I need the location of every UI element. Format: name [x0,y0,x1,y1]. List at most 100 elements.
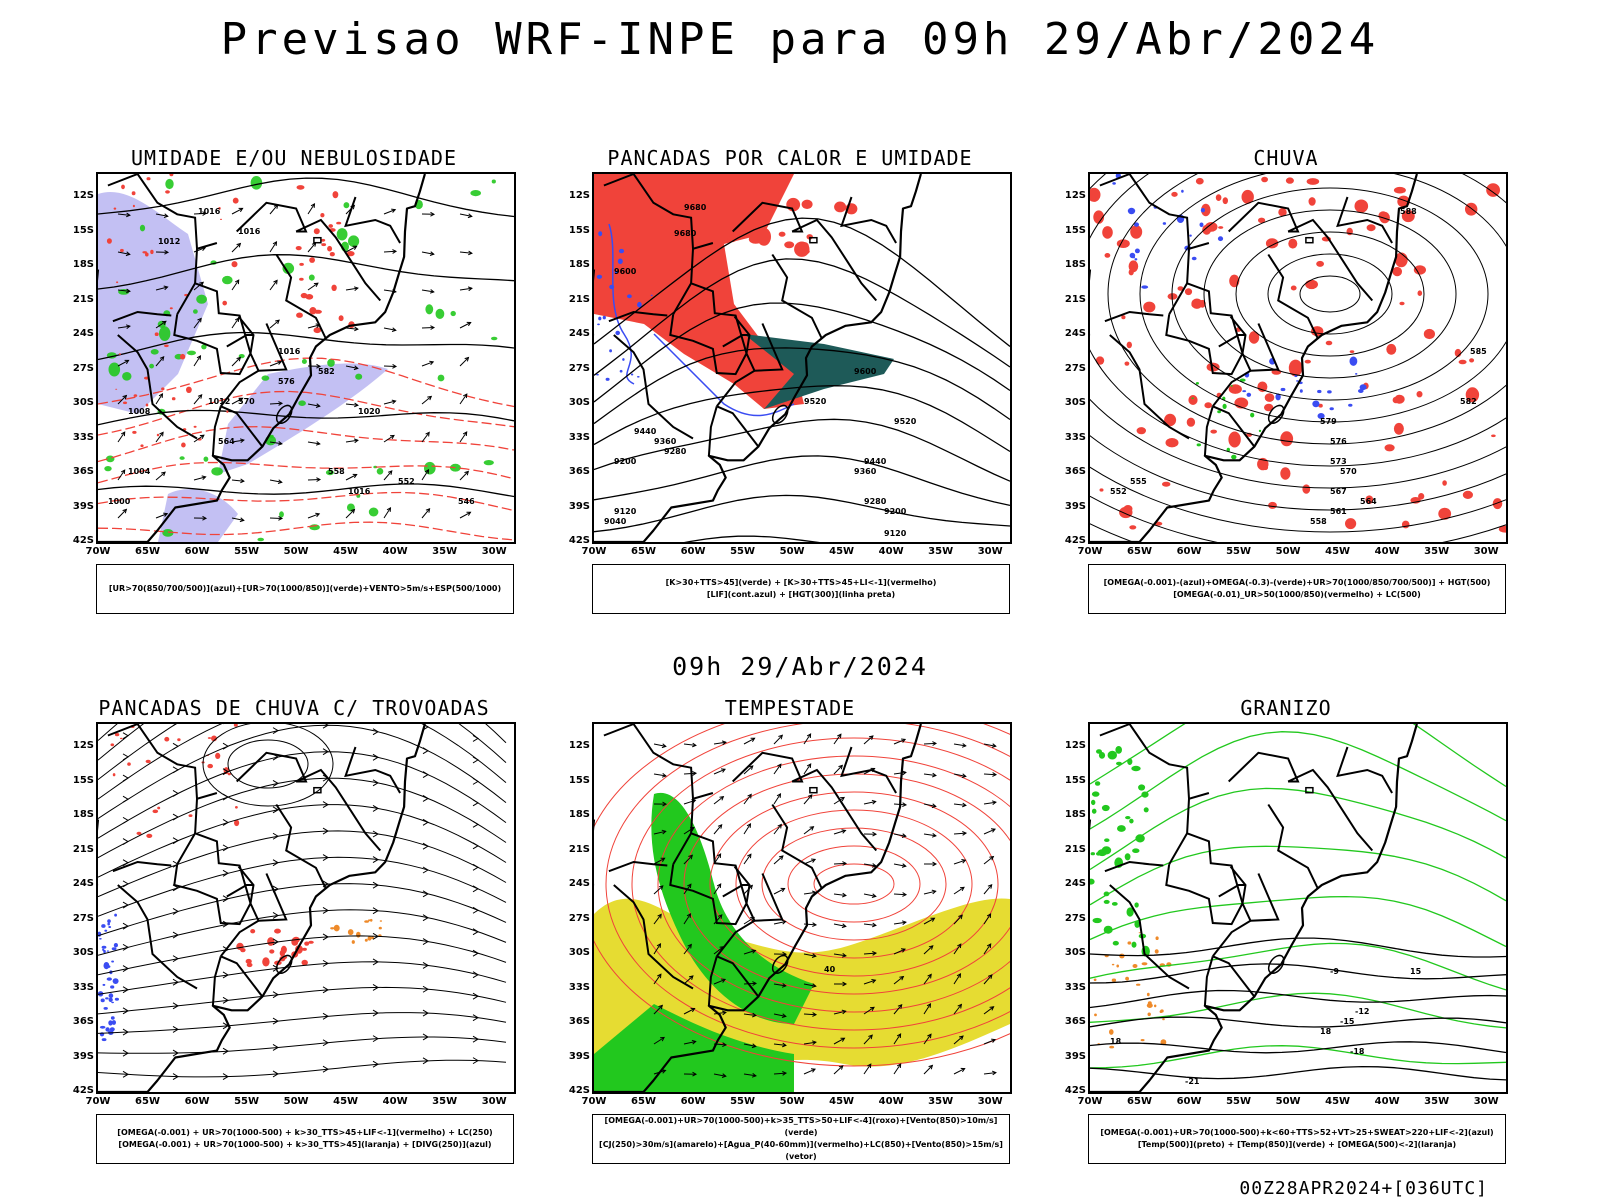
panel-title: PANCADAS POR CALOR E UMIDADE [607,146,973,170]
latitude-tick-label: 15S [568,774,590,786]
temp850-contours [1090,746,1150,957]
longitude-tick-label: 70W [1077,546,1103,557]
latitude-tick-label: 21S [72,843,94,855]
contour-label: -21 [1185,1077,1200,1086]
longitude-tick-label: 55W [730,546,756,557]
panel-title: UMIDADE E/OU NEBULOSIDADE [130,146,458,170]
longitude-tick-label: 60W [680,546,706,557]
contour-label: 9520 [804,397,827,406]
longitude-tick-label: 30W [481,546,507,557]
latitude-tick-label: 39S [568,500,590,512]
longitude-tick-label: 70W [85,1096,111,1107]
contour-label: -9 [1330,967,1339,976]
contour-label: 9440 [864,457,887,466]
latitude-tick-label: 15S [1064,224,1086,236]
latitude-tick-label: 30S [568,397,590,408]
panel-legend: [UR>70(850/700/500)](azul)+[UR>70(1000/8… [96,564,514,614]
latitude-tick-label: 39S [72,1050,94,1062]
latitude-tick-label: 30S [1064,947,1086,958]
latitude-tick-label: 27S [1064,912,1086,924]
hgt300-contours [594,217,1010,542]
latitude-tick-label: 12S [72,190,94,201]
longitude-tick-label: 55W [730,1096,756,1107]
latitude-tick-label: 33S [568,981,590,993]
latitude-tick-label: 21S [568,293,590,305]
panel-legend: [OMEGA(-0.001)+UR>70(1000-500)+k>35_TTS>… [592,1114,1010,1164]
panel-title: GRANIZO [1240,696,1332,720]
map-area: 40 [592,722,1012,1094]
latitude-tick-label: 30S [72,947,94,958]
latitude-tick-label: 33S [72,981,94,993]
legend-line: [OMEGA(-0.001) + UR>70(1000-500) + k>30_… [117,1128,493,1137]
longitude-tick-label: 40W [1374,1096,1400,1107]
lif-contour-blue [608,223,635,385]
map-area: 9680 9680 9600 9520 9440 9360 9280 9200 9120 9040… [592,172,1012,544]
contour-label: 552 [1110,487,1127,496]
contour-label: 9280 [864,497,887,506]
longitude-tick-label: 50W [1275,1096,1301,1107]
contour-label: 9200 [884,507,907,516]
pressure-contours [98,177,514,498]
latitude-tick-label: 39S [72,500,94,512]
hgt500-contours [1090,174,1506,542]
longitude-tick-label: 40W [382,1096,408,1107]
longitude-tick-label: 65W [135,546,160,557]
legend-line: [UR>70(850/700/500)](azul)+[UR>70(1000/8… [108,584,502,593]
coastline [1090,724,1418,1092]
contour-label: 9040 [604,517,627,526]
contour-label: 573 [1330,457,1347,466]
map-area: 588 585 582 579 576 573 570 567 564 561 558 555 552 [1088,172,1508,544]
map-area: 1016 1012 1016 1016 1012 1008 1020 1016 1004 1000… [96,172,516,544]
contour-label: 579 [1320,417,1337,426]
unstable-area-red [594,174,804,409]
contour-label: 1000 [108,497,131,506]
contour-label: 555 [1130,477,1147,486]
latitude-tick-label: 12S [72,740,94,751]
contour-label: 576 [1330,437,1347,446]
legend-line: [OMEGA(-0.001) + UR>70(1000-500) + k>30_… [118,1140,492,1149]
longitude-tick-label: 30W [481,1096,507,1107]
longitude-tick-label: 45W [829,546,855,557]
latitude-tick-label: 12S [1064,190,1086,201]
longitude-tick-label: 35W [432,1096,458,1107]
longitude-tick-label: 30W [977,1096,1003,1107]
longitude-tick-label: 55W [234,546,260,557]
contour-label: 546 [458,497,475,506]
political-borders [1099,174,1393,456]
longitude-tick-label: 70W [581,1096,607,1107]
legend-line: [OMEGA(-0.01)_UR>50(1000/850)(vermelho) … [1173,590,1421,599]
humidity-area-blue [218,363,388,474]
latitude-tick-label: 18S [568,809,590,820]
latitude-tick-label: 27S [568,362,590,374]
panel-title: CHUVA [1253,146,1319,170]
longitude-tick-label: 55W [1226,546,1252,557]
contour-label: 582 [1460,397,1477,406]
divergence-blue [98,913,119,1042]
panel-tempestade: TEMPESTADE 40 12S 15S 18S 21S 24S 27S 30S 33S 36S 3… [569,696,1012,1166]
latitude-tick-label: 42S [1064,535,1086,546]
wind-vectors [117,203,473,523]
legend-line: [LIF](cont.azul) + [HGT(300)](linha pret… [706,590,896,599]
contour-label: 9280 [664,447,687,456]
contour-label: 1016 [348,487,371,496]
latitude-tick-label: 27S [72,362,94,374]
longitude-tick-label: 60W [680,1096,706,1107]
thickness-labels-red [106,174,239,448]
longitude-tick-label: 50W [283,546,309,557]
unstable-area-red [727,197,858,257]
longitude-tick-label: 45W [829,1096,855,1107]
latitude-tick-label: 39S [1064,500,1086,512]
latitude-tick-label: 33S [1064,431,1086,443]
panel-pancadas-calor: PANCADAS POR CALOR E UMIDADE 9680 9680 9600… [569,146,1012,616]
longitude-tick-label: 35W [1424,1096,1450,1107]
longitude-tick-label: 65W [1127,546,1152,557]
longitude-tick-label: 40W [878,1096,904,1107]
contour-label: 9120 [614,507,637,516]
contour-label: 1016 [198,207,221,216]
contour-label: 18 [1110,1037,1122,1046]
longitude-tick-label: 50W [779,546,805,557]
contour-label: 15 [1410,967,1422,976]
coastline [594,174,922,542]
latitude-tick-label: 24S [72,328,94,339]
storm-orange [330,918,383,944]
